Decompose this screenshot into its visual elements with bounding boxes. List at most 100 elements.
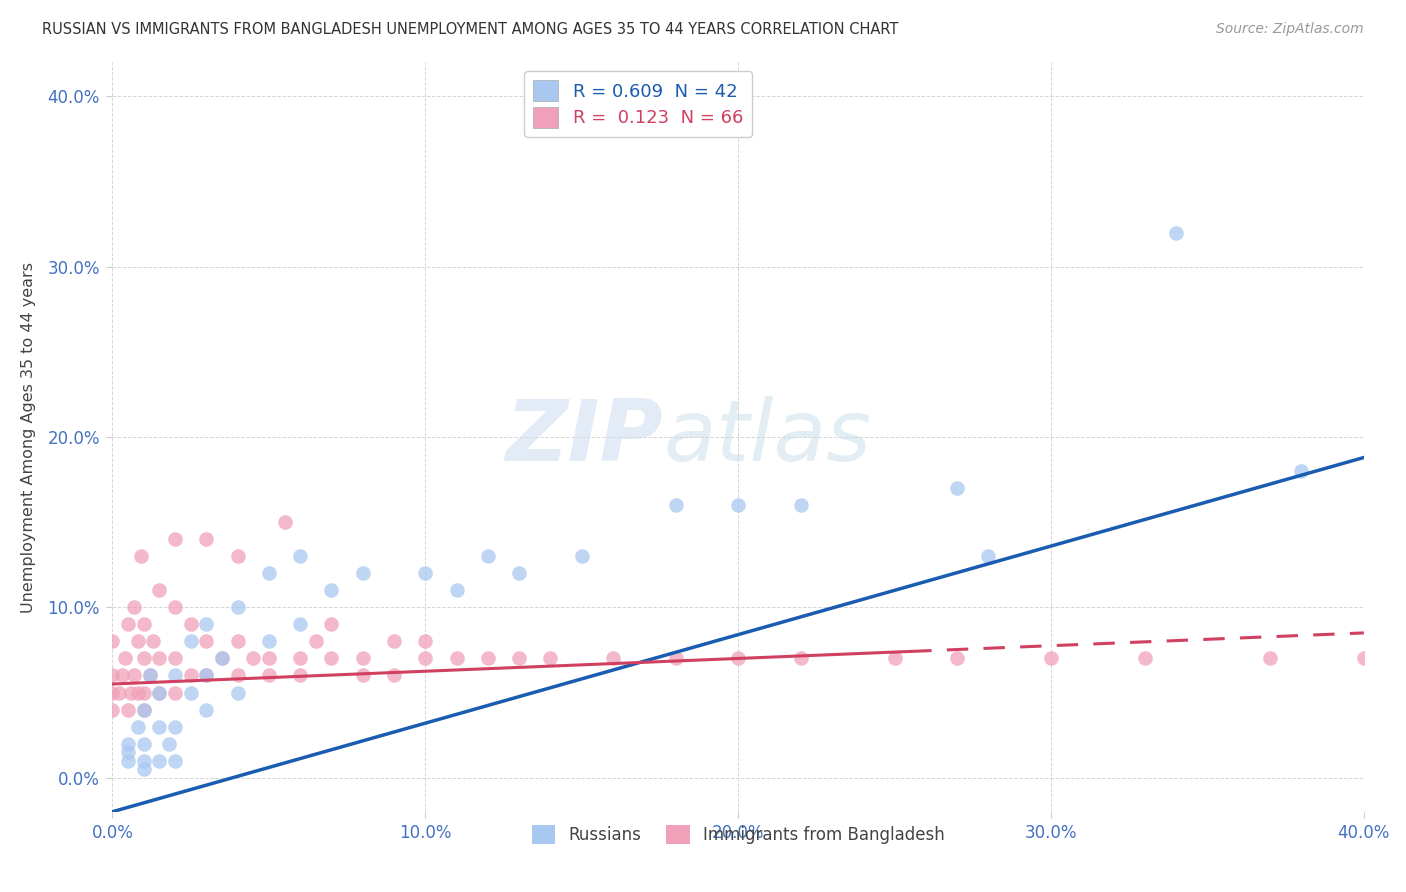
Point — [127, 720, 149, 734]
Point — [226, 600, 249, 615]
Point — [446, 651, 468, 665]
Text: RUSSIAN VS IMMIGRANTS FROM BANGLADESH UNEMPLOYMENT AMONG AGES 35 TO 44 YEARS COR: RUSSIAN VS IMMIGRANTS FROM BANGLADESH UN… — [42, 22, 898, 37]
Point — [415, 634, 437, 648]
Point — [132, 702, 155, 716]
Point — [352, 668, 374, 682]
Point — [195, 702, 218, 716]
Point — [117, 702, 139, 716]
Point — [195, 533, 218, 547]
Point — [1133, 651, 1156, 665]
Point — [226, 685, 249, 699]
Point — [132, 762, 155, 776]
Point — [382, 668, 405, 682]
Point — [163, 651, 186, 665]
Point — [790, 498, 813, 512]
Point — [1258, 651, 1281, 665]
Point — [602, 651, 624, 665]
Point — [195, 634, 218, 648]
Point — [727, 651, 749, 665]
Point — [195, 668, 218, 682]
Point — [117, 745, 139, 759]
Point — [163, 533, 186, 547]
Point — [124, 668, 146, 682]
Point — [157, 737, 180, 751]
Point — [107, 685, 129, 699]
Point — [257, 651, 280, 665]
Point — [415, 566, 437, 581]
Point — [117, 617, 139, 632]
Point — [540, 651, 562, 665]
Point — [180, 685, 202, 699]
Point — [352, 651, 374, 665]
Point — [352, 566, 374, 581]
Point — [508, 566, 530, 581]
Point — [446, 583, 468, 598]
Point — [242, 651, 264, 665]
Point — [195, 617, 218, 632]
Legend: Russians, Immigrants from Bangladesh: Russians, Immigrants from Bangladesh — [523, 816, 953, 852]
Point — [195, 668, 218, 682]
Point — [163, 754, 186, 768]
Text: Source: ZipAtlas.com: Source: ZipAtlas.com — [1216, 22, 1364, 37]
Point — [132, 617, 155, 632]
Point — [127, 634, 149, 648]
Point — [117, 754, 139, 768]
Point — [257, 668, 280, 682]
Point — [163, 600, 186, 615]
Point — [226, 668, 249, 682]
Point — [946, 481, 969, 495]
Point — [148, 651, 170, 665]
Point — [790, 651, 813, 665]
Point — [132, 651, 155, 665]
Point — [1166, 226, 1188, 240]
Point — [415, 651, 437, 665]
Point — [132, 737, 155, 751]
Point — [946, 651, 969, 665]
Point — [148, 583, 170, 598]
Point — [127, 685, 149, 699]
Point — [180, 617, 202, 632]
Point — [290, 617, 312, 632]
Point — [117, 737, 139, 751]
Point — [1353, 651, 1375, 665]
Point — [148, 685, 170, 699]
Y-axis label: Unemployment Among Ages 35 to 44 years: Unemployment Among Ages 35 to 44 years — [21, 261, 37, 613]
Text: ZIP: ZIP — [505, 395, 664, 479]
Point — [290, 549, 312, 564]
Point — [321, 651, 343, 665]
Point — [727, 498, 749, 512]
Point — [101, 685, 124, 699]
Point — [101, 668, 124, 682]
Point — [180, 634, 202, 648]
Point — [290, 651, 312, 665]
Point — [148, 720, 170, 734]
Point — [139, 668, 162, 682]
Point — [132, 702, 155, 716]
Point — [163, 720, 186, 734]
Point — [180, 668, 202, 682]
Point — [1039, 651, 1063, 665]
Point — [148, 685, 170, 699]
Point — [111, 668, 134, 682]
Point — [211, 651, 233, 665]
Point — [211, 651, 233, 665]
Point — [321, 617, 343, 632]
Point — [129, 549, 152, 564]
Point — [321, 583, 343, 598]
Point — [163, 668, 186, 682]
Point — [101, 634, 124, 648]
Point — [120, 685, 142, 699]
Point — [477, 549, 499, 564]
Point — [382, 634, 405, 648]
Point — [290, 668, 312, 682]
Point — [132, 685, 155, 699]
Point — [305, 634, 328, 648]
Point — [124, 600, 146, 615]
Point — [664, 651, 686, 665]
Point — [226, 634, 249, 648]
Point — [977, 549, 1000, 564]
Point — [257, 566, 280, 581]
Point — [142, 634, 165, 648]
Point — [571, 549, 593, 564]
Point — [883, 651, 905, 665]
